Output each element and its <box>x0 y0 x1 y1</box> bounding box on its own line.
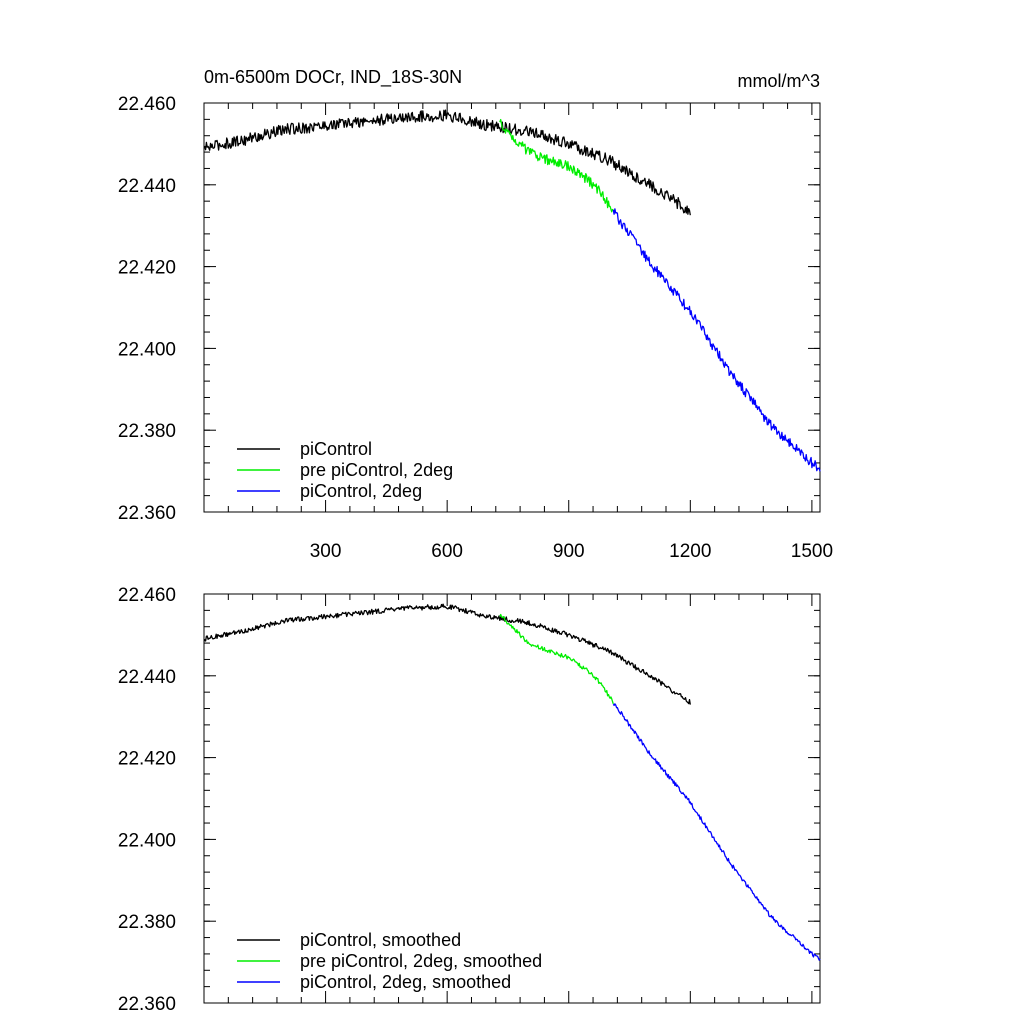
series-line-1 <box>203 603 691 705</box>
legend-label: piControl, 2deg <box>300 481 422 501</box>
y-tick-label: 22.460 <box>118 585 176 606</box>
y-tick-label: 22.440 <box>118 667 176 688</box>
y-tick-label: 22.420 <box>118 258 176 279</box>
y-tick-label: 22.460 <box>118 94 176 115</box>
series-line-2 <box>499 613 614 705</box>
legend-label: pre piControl, 2deg <box>300 460 453 480</box>
y-tick-label: 22.400 <box>118 830 176 851</box>
plot-frame <box>203 593 821 1004</box>
series-line-2 <box>499 118 614 213</box>
top-panel: 0m-6500m DOCr, IND_18S-30N mmol/m^3 22.4… <box>118 67 833 562</box>
x-tick-label: 1200 <box>669 541 711 562</box>
y-tick-label: 22.360 <box>118 503 176 524</box>
y-tick-label: 22.440 <box>118 176 176 197</box>
top-panel-title: 0m-6500m DOCr, IND_18S-30N <box>204 67 462 88</box>
series-line-3 <box>612 703 821 961</box>
top-panel-units: mmol/m^3 <box>738 71 820 91</box>
y-tick-label: 22.360 <box>118 994 176 1015</box>
y-tick-label: 22.400 <box>118 339 176 360</box>
x-tick-label: 300 <box>310 541 342 562</box>
x-tick-label: 1500 <box>791 541 833 562</box>
series-line-3 <box>612 208 821 472</box>
legend-label: piControl, smoothed <box>300 930 461 950</box>
y-tick-label: 22.380 <box>118 421 176 442</box>
legend-label: piControl <box>300 439 372 459</box>
series-line-1 <box>204 109 691 216</box>
legend-label: pre piControl, 2deg, smoothed <box>300 951 542 971</box>
plot-frame <box>203 102 821 513</box>
bottom-panel: 22.460 22.440 22.420 22.400 22.380 22.360 piCo… <box>118 585 821 1015</box>
y-tick-label: 22.420 <box>118 749 176 770</box>
legend-label: piControl, 2deg, smoothed <box>300 972 511 992</box>
y-tick-label: 22.380 <box>118 912 176 933</box>
x-tick-label: 900 <box>553 541 585 562</box>
x-tick-label: 600 <box>431 541 463 562</box>
